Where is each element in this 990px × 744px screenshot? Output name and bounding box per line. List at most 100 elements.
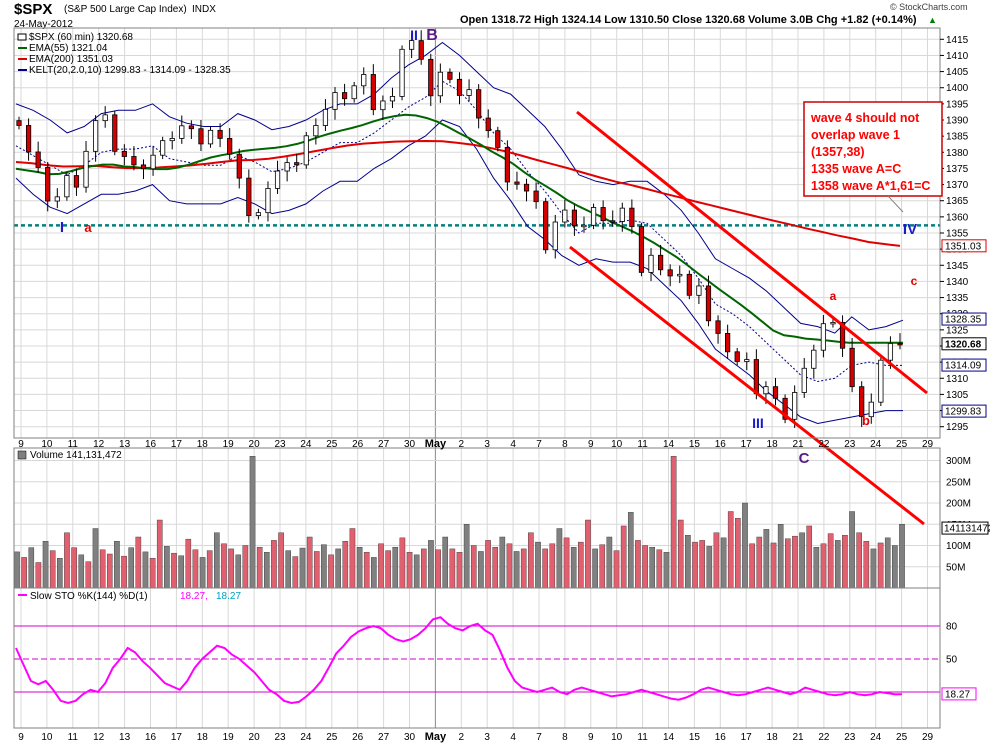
candle-body (504, 147, 510, 183)
volume-bar (256, 547, 263, 589)
volume-bar (435, 549, 441, 589)
volume-bar (306, 536, 313, 589)
candle-body (389, 96, 396, 102)
candle-body (255, 212, 262, 216)
volume-bar (470, 545, 477, 589)
volume-bar (342, 541, 349, 589)
candle-body (361, 74, 367, 87)
volume-bar (849, 511, 855, 589)
volume-bar (57, 558, 63, 589)
candle-body (54, 196, 60, 202)
candle-body (246, 177, 252, 216)
candle-body (849, 347, 855, 388)
volume-bar (406, 552, 413, 589)
x-tick-label: May (425, 438, 447, 450)
volume-bar (164, 546, 170, 589)
x-tick-label: 7 (536, 732, 542, 743)
candle-body (657, 254, 664, 271)
price-tick-label: 1385 (946, 132, 969, 143)
candle-body (188, 125, 194, 130)
volume-legend-swatch (17, 450, 27, 460)
volume-bar (71, 547, 77, 589)
volume-bar (485, 540, 491, 589)
wave-label-i: I (60, 219, 64, 236)
candle-body (428, 58, 434, 97)
index-name: (S&P 500 Large Cap Index) (64, 4, 187, 15)
x-tick-label: 11 (68, 732, 79, 743)
candle-body (25, 125, 32, 153)
x-tick-label: 17 (171, 439, 183, 450)
annotation-line: (1357,38) (811, 145, 865, 159)
sto-legend-d: 18.27 (216, 591, 241, 602)
sto-tick-label: 80 (946, 622, 958, 633)
candle-body (418, 40, 424, 60)
candle-body (160, 140, 166, 156)
wave-label-b: B (426, 27, 438, 44)
candle-body (437, 71, 443, 97)
candle-body (543, 201, 549, 251)
price-tag-label: 1320.68 (945, 339, 982, 350)
x-tick-label: 16 (715, 439, 727, 450)
volume-bar (549, 543, 556, 589)
candle-body (782, 397, 788, 420)
volume-bar (735, 518, 741, 589)
channel-lower-line (569, 245, 925, 526)
x-tick-label: 12 (93, 439, 105, 450)
x-tick-label: 17 (171, 732, 183, 743)
x-tick-label: 12 (93, 732, 105, 743)
x-tick-label: 17 (741, 732, 753, 743)
x-tick-label: 23 (844, 439, 856, 450)
candle-body (686, 273, 692, 296)
x-tick-label: 16 (145, 732, 157, 743)
candle-body (476, 89, 482, 119)
candle-body (198, 128, 204, 145)
candle-body (83, 150, 89, 188)
x-tick-label: 11 (637, 732, 648, 743)
x-tick-label: 18 (767, 732, 779, 743)
candle-body (878, 359, 884, 403)
exchange-label: INDX (192, 4, 216, 15)
volume-bar (877, 542, 884, 589)
volume-bar (563, 537, 570, 589)
volume-bar (599, 544, 606, 589)
price-tick-label: 1360 (946, 212, 969, 223)
x-tick-label: 3 (484, 732, 490, 743)
candle-body (590, 207, 597, 226)
ema200-line (15, 139, 901, 247)
volume-bar (570, 547, 577, 589)
candle-body (131, 156, 137, 166)
wave-label-iii: III (752, 415, 764, 431)
volume-bar (335, 548, 341, 589)
volume-bar (820, 543, 827, 589)
volume-bar (128, 547, 134, 589)
annotation-line: overlap wave 1 (811, 128, 900, 142)
wave-label-c: C (799, 450, 810, 467)
volume-bar (349, 528, 356, 589)
annotation-pointer (887, 195, 904, 213)
volume-bar (363, 552, 370, 589)
sto-tag-box (941, 687, 977, 701)
price-tag-box (941, 337, 987, 351)
x-tick-label: 30 (404, 439, 416, 450)
candle-body (45, 167, 51, 202)
price-tag-box (941, 358, 987, 372)
candle-body (830, 322, 836, 325)
volume-tag-box (941, 521, 989, 535)
candle-body (399, 48, 405, 97)
candle-body (820, 323, 826, 351)
price-tags: 1351.03 1328.35 1320.68 1314.09 1299.83 14113… (941, 239, 990, 701)
volume-bar (513, 551, 520, 589)
volume-bar (292, 556, 299, 589)
candle-body (725, 333, 731, 353)
sto-tick-label: 50 (946, 655, 958, 666)
annotation: wave 4 should not overlap wave 1 (1357,38)… (803, 101, 943, 213)
price-tick-label: 1365 (946, 196, 969, 207)
x-tick-label: 9 (588, 439, 594, 450)
volume-bar (456, 552, 463, 589)
price-tick-label: 1405 (946, 67, 969, 78)
candle-body (772, 386, 779, 399)
panel-frame-2 (13, 587, 941, 729)
volume-bar (578, 541, 584, 589)
